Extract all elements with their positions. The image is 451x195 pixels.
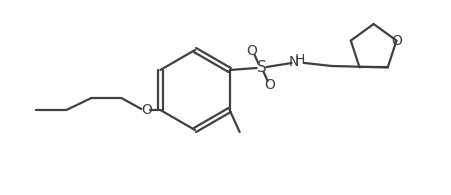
Text: O: O: [141, 103, 152, 117]
Text: O: O: [264, 78, 275, 92]
Text: H: H: [295, 53, 305, 67]
Text: N: N: [289, 55, 299, 69]
Text: O: O: [391, 34, 402, 48]
Text: S: S: [257, 60, 267, 75]
Text: O: O: [246, 44, 257, 58]
